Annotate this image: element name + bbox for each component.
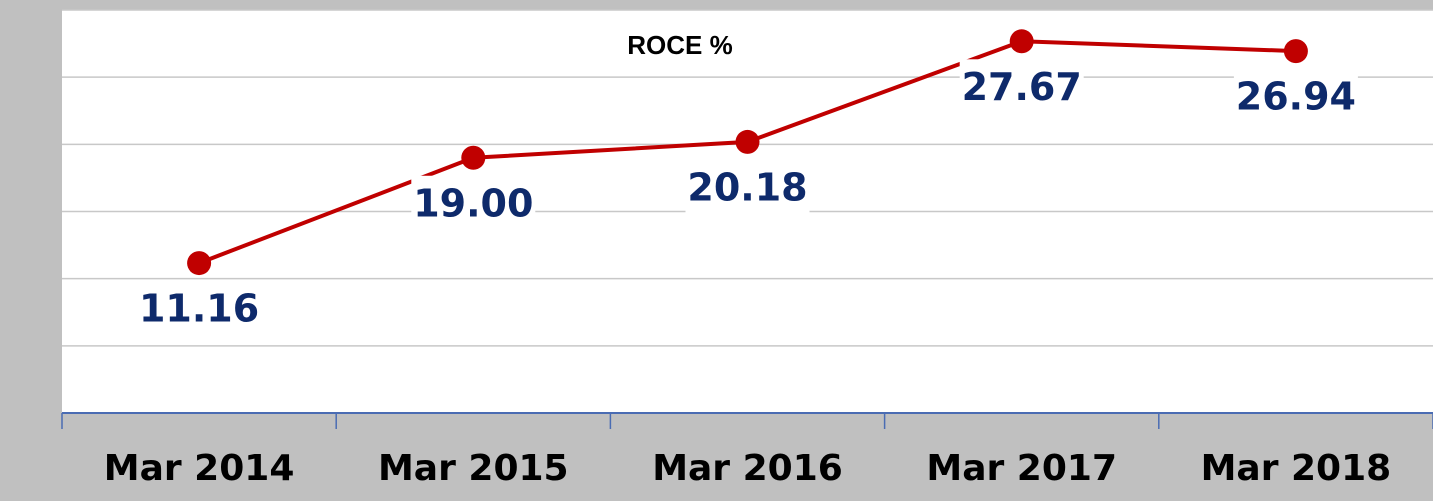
x-tick-label: Mar 2016	[652, 448, 843, 489]
label-box	[685, 159, 810, 218]
label-box	[137, 281, 262, 340]
x-tick-label: Mar 2017	[926, 448, 1117, 489]
value-label: 20.18	[687, 165, 807, 209]
marker	[461, 145, 486, 170]
x-tick-label: Mar 2015	[378, 448, 569, 489]
marker	[1283, 39, 1308, 64]
x-tick-label: Mar 2014	[104, 448, 295, 489]
label-box	[959, 59, 1084, 118]
label-box	[411, 175, 536, 234]
label-box	[1233, 69, 1358, 128]
value-label: 26.94	[1236, 75, 1356, 119]
x-tick-label: Mar 2018	[1201, 448, 1392, 489]
value-label: 19.00	[413, 181, 533, 225]
marker	[1009, 29, 1034, 54]
marker	[187, 251, 212, 276]
value-label: 11.16	[139, 287, 259, 331]
axis-area	[62, 413, 1433, 501]
marker	[735, 129, 760, 154]
value-label: 27.67	[962, 65, 1082, 109]
chart-title: ROCE %	[627, 30, 732, 60]
marks: 11.16 19.00 20.18 27.67 26.94	[137, 29, 1358, 340]
